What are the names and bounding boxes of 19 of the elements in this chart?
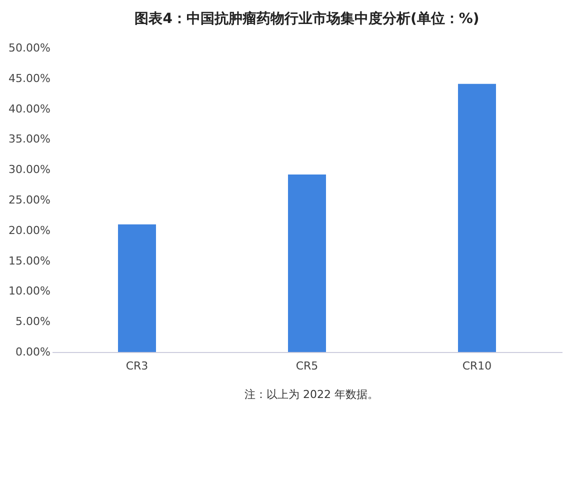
y-tick-label: 20.00% (8, 224, 50, 237)
x-tick-label: CR5 (296, 360, 318, 372)
text: 注：以上为 2022 年数据。 (244, 387, 380, 402)
y-tick-label: 10.00% (8, 284, 50, 298)
y-tick-label: 50.00% (8, 42, 50, 54)
bar (118, 224, 156, 352)
y-tick-label: 45.00% (8, 72, 50, 85)
y-tick-label: 0.00% (16, 346, 50, 358)
y-tick-label: 30.00% (8, 163, 50, 176)
chart-title: 图表4：中国抗肿瘤药物行业市场集中度分析(单位：%) (134, 10, 480, 27)
y-tick-label: 5.00% (16, 315, 50, 328)
bar (288, 174, 326, 352)
y-tick-label: 25.00% (8, 194, 50, 206)
x-tick-label: CR3 (126, 360, 148, 372)
bar (458, 84, 496, 352)
y-tick-label: 35.00% (8, 132, 50, 146)
y-tick-label: 40.00% (8, 102, 50, 116)
y-tick-label: 15.00% (8, 254, 50, 268)
x-tick-label: CR10 (462, 360, 492, 372)
